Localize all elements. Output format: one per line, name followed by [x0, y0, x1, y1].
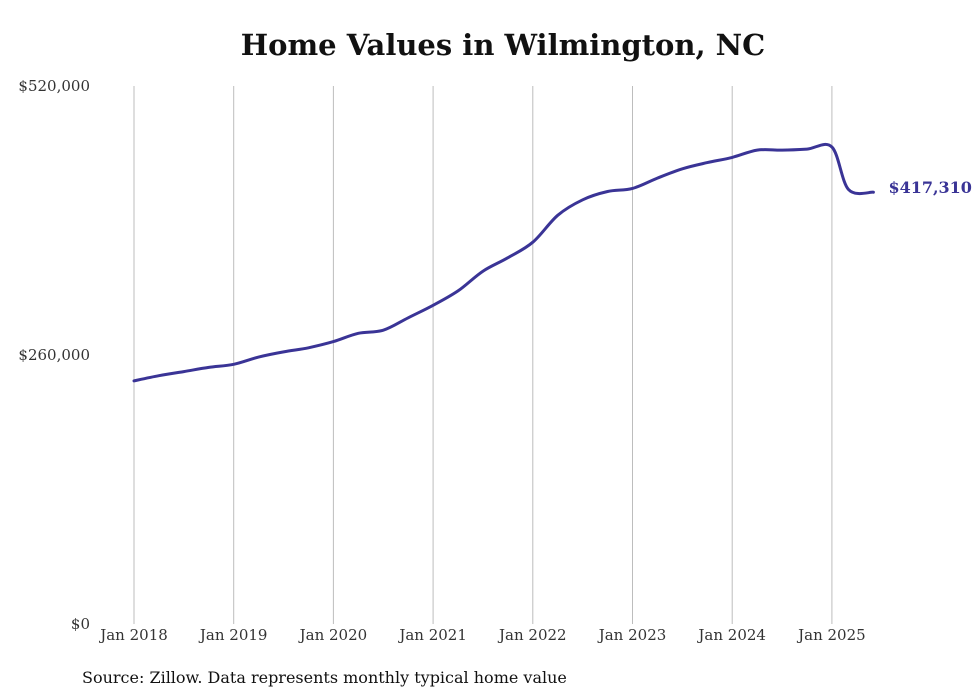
y-axis-ticks: $0 $260,000 $520,000	[18, 77, 90, 633]
x-tick-label: Jan 2022	[497, 626, 567, 644]
y-tick-label: $260,000	[18, 346, 90, 364]
x-tick-label: Jan 2025	[796, 626, 866, 644]
x-axis-ticks: Jan 2018 Jan 2019 Jan 2020 Jan 2021 Jan 2022…	[98, 626, 865, 644]
x-tick-label: Jan 2023	[597, 626, 667, 644]
x-tick-label: Jan 2021	[397, 626, 467, 644]
x-tick-label: Jan 2019	[198, 626, 268, 644]
y-tick-label: $520,000	[18, 77, 90, 95]
source-note: Source: Zillow. Data represents monthly …	[82, 668, 567, 687]
x-tick-label: Jan 2018	[98, 626, 168, 644]
grid-lines	[133, 86, 833, 624]
end-value-label: $417,310	[888, 178, 972, 197]
x-tick-label: Jan 2024	[696, 626, 766, 644]
x-tick-label: Jan 2020	[298, 626, 368, 644]
series-line-home-value	[132, 142, 875, 383]
chart-title: Home Values in Wilmington, NC	[240, 28, 766, 62]
y-tick-label: $0	[71, 615, 90, 633]
